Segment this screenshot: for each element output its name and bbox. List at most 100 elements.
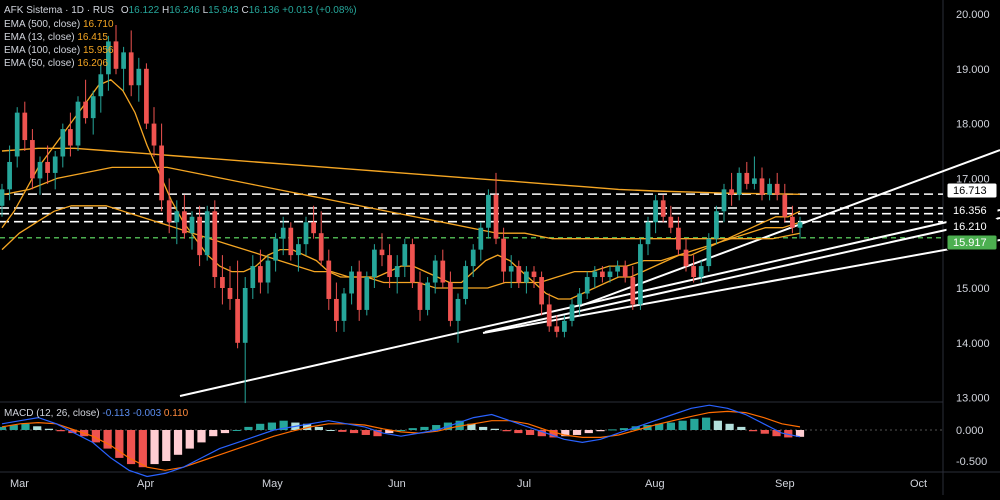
macd-histogram-bar [467,423,476,430]
candle-body [14,112,20,157]
macd-histogram-bar [690,418,699,430]
macd-histogram-bar [455,420,464,430]
low-label: L [202,5,209,16]
legend-ema-500[interactable]: EMA (500, close) 16.710 [4,19,114,30]
candle-body [448,282,453,321]
candle-body [425,282,430,310]
candle-body [144,68,149,124]
candle-body [600,271,605,278]
legend-ema-100[interactable]: EMA (100, close) 15.956 [4,45,114,56]
legend-ema-13[interactable]: EMA (13, close) 16.415 [4,32,108,43]
candle-body [258,266,263,283]
macd-histogram-bar [396,430,406,431]
candle-body [250,266,256,288]
candle-body [356,271,362,310]
candle-body [75,101,81,146]
candle-body [372,249,377,278]
candle-body [159,145,164,201]
candle-body [197,216,202,256]
candle-body [607,271,613,278]
price-badge-label: 16.210 [953,221,987,233]
y-tick-label: 17.000 [956,173,990,185]
macd-histogram-bar [479,426,488,430]
candle-body [68,129,73,146]
candle-body [7,161,12,190]
x-tick-label: Sep [775,478,795,490]
macd-histogram-bar [678,420,687,430]
candle-body [493,194,499,239]
macd-histogram-bar [267,422,277,430]
macd-histogram-bar [103,430,112,449]
candle-body [45,161,50,173]
candle-body [744,172,750,184]
candle-body [584,277,590,294]
x-tick-label: May [262,478,283,490]
macd-histogram-bar [655,423,664,430]
macd-histogram-bar [33,426,42,430]
candle-body [364,277,370,310]
candle-body [706,238,712,267]
candle-body [432,260,438,283]
macd-histogram-bar [326,430,335,431]
close-label: C [241,5,249,16]
signal-value: -0.003 [132,408,162,419]
macd-legend[interactable]: MACD (12, 26, close) -0.113 -0.003 0.110 [4,408,188,419]
macd-histogram-bar [619,428,629,430]
candle-body [37,161,43,179]
candle-body [30,140,35,179]
candle-body [410,244,415,283]
hist-value: 0.110 [163,408,189,419]
macd-histogram-bar [56,430,65,432]
candle-body [349,271,354,294]
candle-body [645,222,651,245]
macd-histogram-bar [385,430,394,434]
macd-histogram-bar [373,430,382,437]
candle-body [759,178,765,195]
macd-histogram-bar [44,428,54,430]
y-tick-label: 14.000 [956,338,990,350]
macd-histogram-bar [549,430,558,438]
macd-histogram-bar [256,423,265,430]
candle-body [546,304,552,327]
macd-histogram-bar [525,430,535,435]
price-badge [946,182,998,199]
candle-body [562,320,567,332]
price-badge-label: 15.917 [953,237,987,249]
macd-histogram-bar [126,430,136,465]
macd-histogram-bar [138,430,147,468]
candle-body [128,52,134,86]
macd-histogram-bar [737,426,746,430]
macd-histogram-bar [21,423,30,430]
macd-label: MACD (12, 26, close) [4,408,100,419]
candle-body [22,112,28,141]
macd-y-tick-label: 0.000 [956,425,984,437]
legend-ema-50[interactable]: EMA (50, close) 16.206 [4,58,108,69]
candle-body [539,277,544,305]
candle-body [204,211,210,256]
symbol-line: AFK Sistema · 1D · RUS [4,5,115,16]
price-badge [946,202,998,219]
macd-histogram-bar [420,426,429,430]
candle-body [189,216,195,234]
macd-histogram-bar [361,430,370,435]
macd-histogram-bar [232,430,241,431]
macd-histogram-bar [279,420,288,430]
macd-histogram-bar [666,422,676,430]
candle-body [417,282,423,310]
x-tick-label: Apr [137,478,154,490]
candle-body [615,266,620,272]
candle-body [501,238,506,272]
macd-histogram-bar [596,430,605,432]
candle-body [402,244,408,267]
candle-body [577,293,582,305]
x-tick-label: Jun [388,478,406,490]
macd-histogram-bar [760,430,769,434]
macd-histogram-bar [197,430,206,443]
macd-histogram-bar [514,430,523,434]
candle-body [98,74,104,97]
macd-histogram-bar [162,430,171,461]
macd-histogram-bar [748,430,758,432]
candle-body [736,172,742,195]
